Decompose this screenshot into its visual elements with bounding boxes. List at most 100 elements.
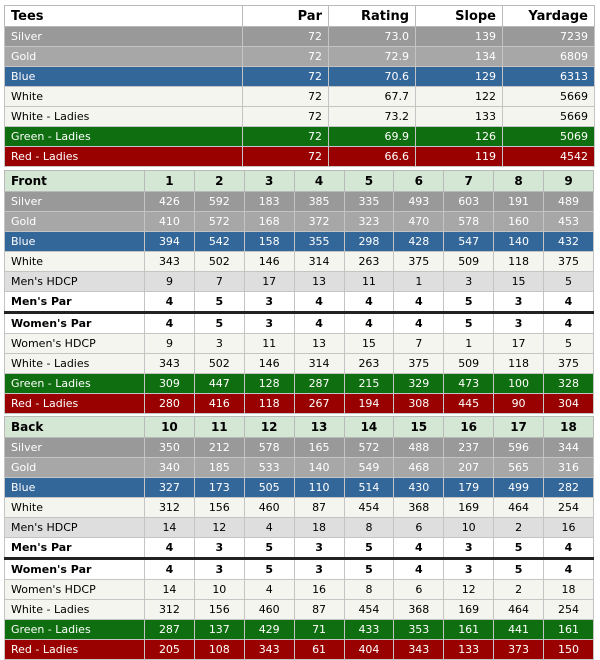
front-nine-table: Front 1 2 3 4 5 6 7 8 9 Silver 426 592 183 385 335 493 60… bbox=[4, 170, 594, 414]
back-header-13: 13 bbox=[293, 416, 345, 438]
table-cell: 1 bbox=[443, 333, 495, 354]
row-label: Gold bbox=[4, 46, 243, 67]
table-cell: 5 bbox=[193, 291, 245, 314]
table-cell: 2 bbox=[493, 517, 544, 538]
table-cell: 5 bbox=[443, 312, 495, 334]
table-cell: 464 bbox=[493, 599, 544, 620]
table-cell: 4 bbox=[393, 312, 445, 334]
table-cell: 375 bbox=[393, 251, 445, 272]
table-cell: 194 bbox=[343, 393, 395, 414]
table-cell: 61 bbox=[293, 639, 345, 660]
table-cell: 66.6 bbox=[328, 146, 416, 167]
table-cell: 134 bbox=[415, 46, 503, 67]
table-cell: 156 bbox=[193, 497, 245, 518]
front-row-men-s-hdcp: Men's HDCP 9 7 17 13 11 1 3 15 5 bbox=[4, 271, 594, 292]
table-cell: 509 bbox=[443, 353, 495, 374]
table-cell: 5 bbox=[243, 537, 295, 560]
front-nine-card: Front 1 2 3 4 5 6 7 8 9 Silver 426 592 183 385 335 493 60… bbox=[4, 170, 594, 414]
table-cell: 72 bbox=[242, 66, 329, 87]
table-cell: 100 bbox=[493, 373, 544, 394]
table-cell: 493 bbox=[393, 191, 445, 212]
back-header-11: 11 bbox=[193, 416, 245, 438]
tees-row-gold: Gold 72 72.9 134 6809 bbox=[4, 46, 595, 67]
table-cell: 168 bbox=[243, 211, 295, 232]
back-row-silver: Silver 350 212 578 165 572 488 237 596 344 bbox=[4, 437, 594, 458]
back-header-15: 15 bbox=[393, 416, 445, 438]
table-cell: 9 bbox=[144, 333, 195, 354]
table-cell: 128 bbox=[243, 373, 295, 394]
row-label: Silver bbox=[4, 191, 145, 212]
table-cell: 549 bbox=[343, 457, 395, 478]
back-row-red-ladies: Red - Ladies 205 108 343 61 404 343 133 373 150 bbox=[4, 639, 594, 660]
table-cell: 470 bbox=[393, 211, 445, 232]
row-label: Men's HDCP bbox=[4, 517, 145, 538]
table-cell: 4 bbox=[144, 291, 195, 314]
table-cell: 4 bbox=[144, 312, 195, 334]
table-cell: 17 bbox=[243, 271, 295, 292]
tees-row-red-ladies: Red - Ladies 72 66.6 119 4542 bbox=[4, 146, 595, 167]
table-cell: 432 bbox=[543, 231, 594, 252]
table-cell: 329 bbox=[393, 373, 445, 394]
back-header-17: 17 bbox=[493, 416, 544, 438]
table-cell: 547 bbox=[443, 231, 495, 252]
front-row-silver: Silver 426 592 183 385 335 493 603 191 489 bbox=[4, 191, 594, 212]
table-cell: 502 bbox=[193, 353, 245, 374]
table-cell: 309 bbox=[144, 373, 195, 394]
front-row-women-s-hdcp: Women's HDCP 9 3 11 13 15 7 1 17 5 bbox=[4, 333, 594, 354]
row-label: White - Ladies bbox=[4, 353, 145, 374]
table-cell: 6 bbox=[393, 579, 445, 600]
table-cell: 12 bbox=[193, 517, 245, 538]
table-cell: 18 bbox=[543, 579, 594, 600]
front-row-gold: Gold 410 572 168 372 323 470 578 160 453 bbox=[4, 211, 594, 232]
table-cell: 237 bbox=[443, 437, 495, 458]
table-cell: 140 bbox=[293, 457, 345, 478]
table-cell: 4 bbox=[293, 291, 345, 314]
table-cell: 1 bbox=[393, 271, 445, 292]
row-label: White - Ladies bbox=[4, 599, 145, 620]
table-cell: 267 bbox=[293, 393, 345, 414]
table-cell: 445 bbox=[443, 393, 495, 414]
table-cell: 215 bbox=[343, 373, 395, 394]
table-cell: 146 bbox=[243, 251, 295, 272]
table-cell: 263 bbox=[343, 353, 395, 374]
table-cell: 3 bbox=[443, 271, 495, 292]
tees-header-row: Tees Par Rating Slope Yardage bbox=[4, 5, 595, 27]
front-row-white: White 343 502 146 314 263 375 509 118 375 bbox=[4, 251, 594, 272]
table-cell: 4 bbox=[243, 517, 295, 538]
table-cell: 460 bbox=[243, 497, 295, 518]
back-row-green-ladies: Green - Ladies 287 137 429 71 433 353 161 441 161 bbox=[4, 619, 594, 640]
table-cell: 137 bbox=[193, 619, 245, 640]
table-cell: 499 bbox=[493, 477, 544, 498]
tees-row-white: White 72 67.7 122 5669 bbox=[4, 86, 595, 107]
table-cell: 7239 bbox=[502, 26, 595, 47]
table-cell: 17 bbox=[493, 333, 544, 354]
table-cell: 212 bbox=[193, 437, 245, 458]
table-cell: 473 bbox=[443, 373, 495, 394]
table-cell: 5 bbox=[543, 333, 594, 354]
table-cell: 3 bbox=[443, 537, 495, 560]
front-header-3: 3 bbox=[243, 170, 295, 192]
table-cell: 314 bbox=[293, 353, 345, 374]
table-cell: 5 bbox=[193, 312, 245, 334]
table-cell: 160 bbox=[493, 211, 544, 232]
table-cell: 72 bbox=[242, 46, 329, 67]
table-cell: 72 bbox=[242, 146, 329, 167]
table-cell: 373 bbox=[493, 639, 544, 660]
tees-summary-table: Tees Par Rating Slope Yardage Silver 72 73.0 139… bbox=[4, 5, 595, 167]
table-cell: 375 bbox=[393, 353, 445, 374]
table-cell: 72 bbox=[242, 106, 329, 127]
table-cell: 69.9 bbox=[328, 126, 416, 147]
row-label: Red - Ladies bbox=[4, 393, 145, 414]
table-cell: 71 bbox=[293, 619, 345, 640]
table-cell: 344 bbox=[543, 437, 594, 458]
table-cell: 139 bbox=[415, 26, 503, 47]
table-cell: 4 bbox=[144, 537, 195, 560]
table-cell: 161 bbox=[543, 619, 594, 640]
table-cell: 488 bbox=[393, 437, 445, 458]
tees-header-yardage: Yardage bbox=[502, 5, 595, 27]
table-cell: 173 bbox=[193, 477, 245, 498]
table-cell: 5 bbox=[543, 271, 594, 292]
table-cell: 533 bbox=[243, 457, 295, 478]
table-cell: 454 bbox=[343, 599, 395, 620]
table-cell: 505 bbox=[243, 477, 295, 498]
